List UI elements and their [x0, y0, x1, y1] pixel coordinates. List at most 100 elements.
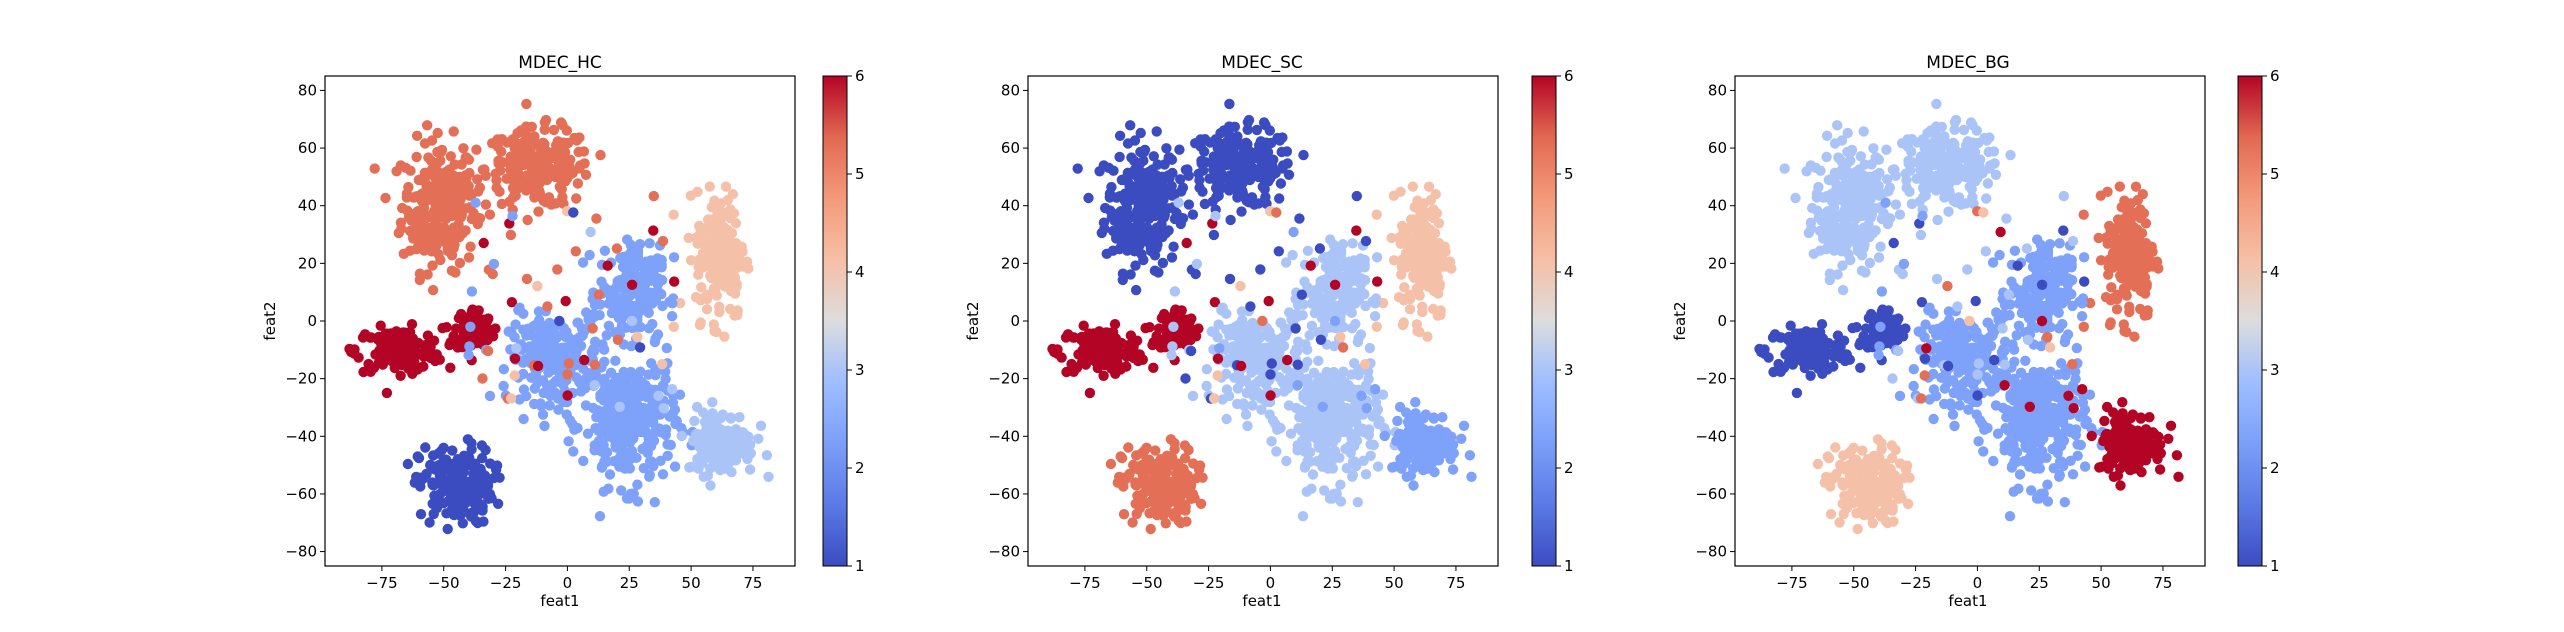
x-tick-label: −50 [428, 574, 460, 592]
scatter-point [445, 151, 456, 162]
scatter-point [720, 181, 732, 192]
scatter-point [1133, 193, 1144, 205]
scatter-point [1831, 195, 1843, 206]
scatter-point [1315, 279, 1326, 290]
scatter-point [668, 321, 679, 332]
scatter-point [1430, 189, 1442, 200]
scatter-point [633, 301, 644, 313]
scatter-point [1285, 428, 1297, 439]
scatter-point [505, 229, 517, 241]
scatter-point [1281, 363, 1292, 374]
scatter-point [1328, 488, 1340, 499]
scatter-point [729, 288, 741, 299]
scatter-point [1224, 98, 1235, 110]
scatter-point [1962, 136, 1974, 147]
scatter-point [1149, 250, 1161, 261]
scatter-point [582, 428, 594, 439]
scatter-point [1253, 332, 1264, 343]
scatter-point [730, 424, 742, 435]
scatter-point [1282, 354, 1293, 366]
scatter-point [571, 193, 582, 204]
y-tick-label: 60 [1001, 139, 1020, 157]
scatter-point [449, 239, 460, 250]
colorbar-tick-label: 6 [1564, 67, 1574, 85]
scatter-point [1824, 274, 1836, 286]
scatter-point [1417, 306, 1428, 318]
scatter-point [1052, 348, 1063, 359]
scatter-point [1308, 380, 1319, 391]
scatter-point [1122, 175, 1133, 187]
scatter-point [1851, 322, 1862, 333]
scatter-point [584, 249, 595, 261]
scatter-point [1110, 227, 1121, 238]
scatter-point [1294, 412, 1305, 423]
scatter-point [1915, 229, 1927, 241]
scatter-point [374, 345, 385, 356]
scatter-point [1129, 246, 1140, 257]
scatter-point [1077, 345, 1088, 356]
panel-2-x-label: feat1 [1242, 592, 1281, 610]
scatter-point [668, 252, 680, 263]
scatter-point [529, 331, 540, 342]
scatter-point [542, 301, 553, 312]
panel-2-title: MDEC_SC [1221, 53, 1303, 73]
scatter-point [702, 470, 714, 481]
scatter-point [1181, 516, 1192, 527]
x-tick-label: 75 [1446, 574, 1465, 592]
scatter-point [1148, 362, 1159, 373]
scatter-point [1083, 192, 1094, 204]
scatter-point [1266, 358, 1278, 369]
scatter-point [552, 136, 564, 147]
scatter-point [445, 183, 456, 194]
scatter-point [1179, 453, 1191, 464]
scatter-point [1060, 332, 1072, 343]
scatter-point [518, 368, 529, 380]
scatter-point [1322, 463, 1334, 474]
scatter-point [455, 308, 467, 320]
scatter-point [715, 412, 727, 424]
scatter-point [1243, 114, 1255, 126]
scatter-point [616, 312, 628, 323]
scatter-point [667, 397, 679, 408]
scatter-point [669, 461, 681, 472]
scatter-point [473, 213, 484, 224]
scatter-point [1394, 429, 1405, 440]
scatter-point [537, 409, 549, 420]
scatter-point [404, 245, 416, 256]
scatter-point [1197, 472, 1208, 483]
y-tick-label: 0 [1010, 312, 1020, 330]
scatter-point [1112, 477, 1124, 488]
scatter-point [1195, 141, 1207, 152]
scatter-point [1945, 142, 1957, 154]
scatter-point [1816, 319, 1828, 330]
scatter-point [1821, 151, 1832, 163]
scatter-point [1886, 440, 1898, 451]
scatter-point [1329, 255, 1340, 266]
scatter-point [427, 284, 439, 296]
scatter-point [1818, 192, 1830, 203]
scatter-point [1865, 510, 1876, 521]
scatter-point [632, 372, 644, 383]
scatter-point [1271, 446, 1282, 457]
scatter-point [1265, 369, 1276, 380]
scatter-point [624, 304, 635, 316]
panel-2: MDEC_SC −75 −50 −25 0 25 50 75 −80−60−40−20020… [964, 53, 1574, 610]
scatter-point [427, 260, 438, 271]
scatter-point [610, 355, 621, 366]
scatter-point [1873, 180, 1884, 192]
scatter-point [1966, 184, 1977, 195]
scatter-point [1442, 429, 1453, 440]
scatter-point [1235, 280, 1246, 292]
scatter-point [626, 450, 637, 461]
scatter-point [1122, 138, 1134, 149]
scatter-point [632, 479, 643, 490]
scatter-point [445, 337, 456, 348]
scatter-point [1369, 311, 1381, 322]
scatter-point [1881, 470, 1893, 481]
scatter-point [1167, 167, 1178, 179]
scatter-point [1084, 387, 1096, 399]
scatter-point [1352, 336, 1364, 348]
scatter-point [1883, 305, 1894, 316]
scatter-point [1821, 130, 1833, 141]
scatter-point [1223, 390, 1235, 402]
